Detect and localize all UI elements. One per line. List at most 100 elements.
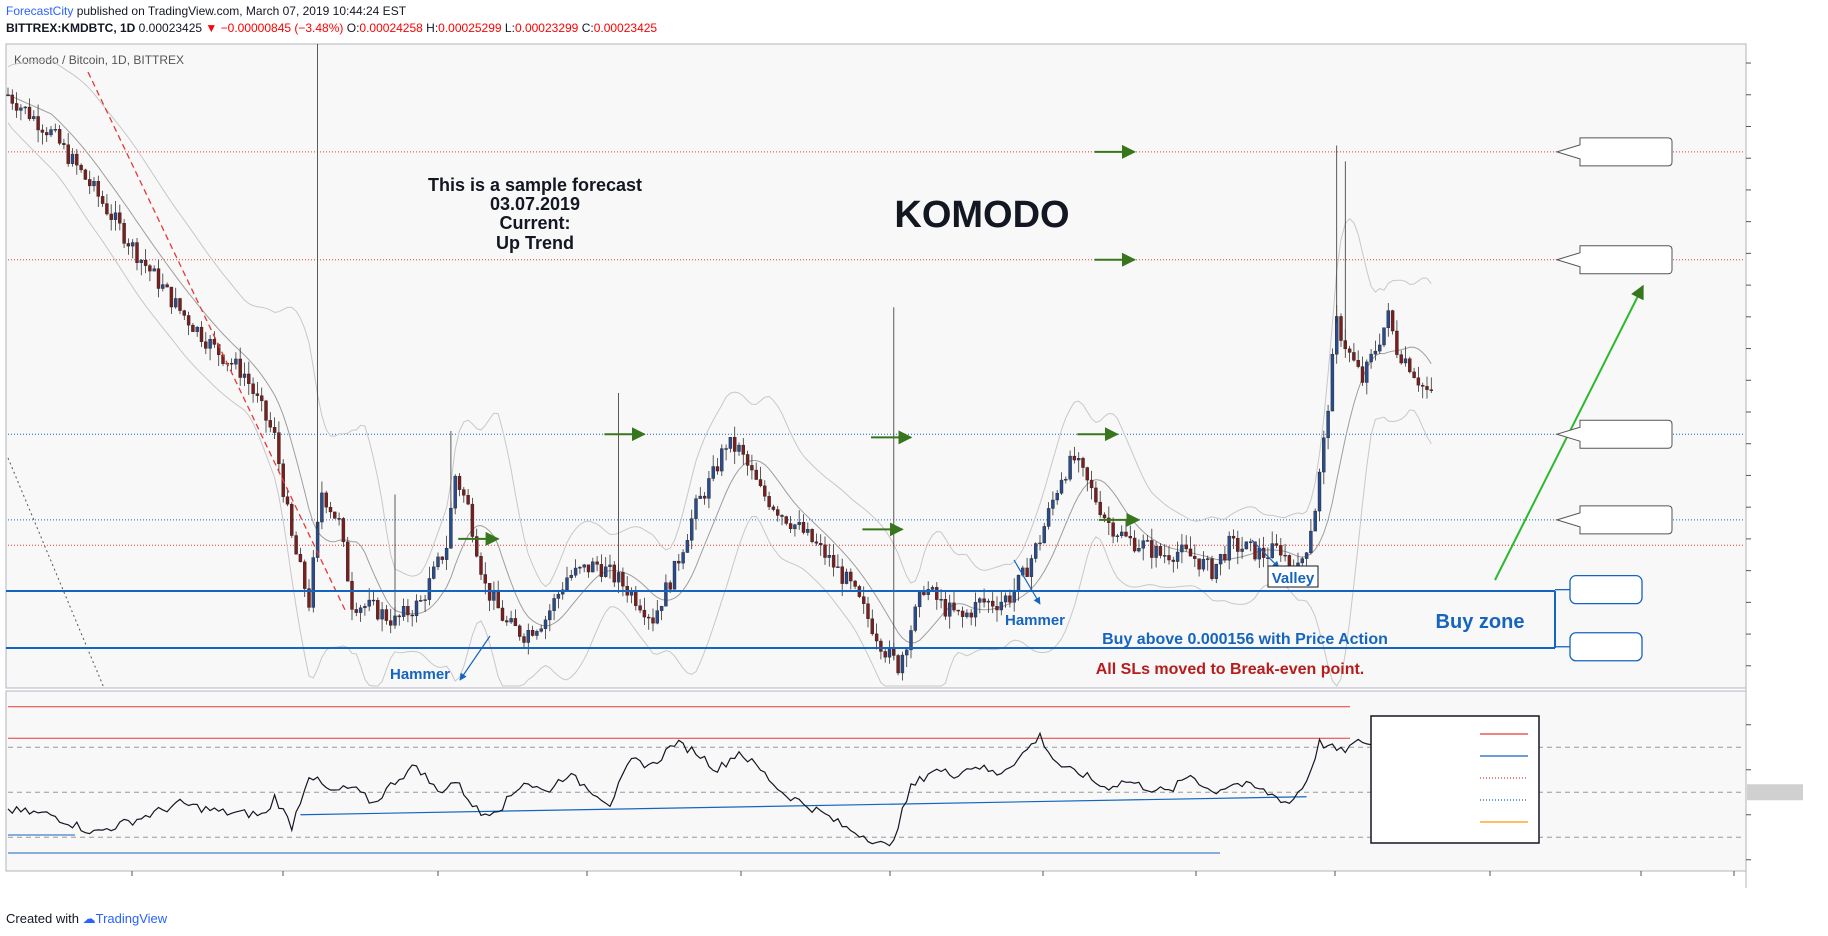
candle-body (986, 600, 991, 603)
candle-body (1180, 544, 1184, 553)
candle-body (866, 603, 870, 619)
candle-body (427, 578, 432, 600)
candle-body (36, 116, 40, 131)
candle-body (647, 616, 651, 619)
price-pane[interactable] (5, 43, 1747, 689)
candle-body (45, 132, 49, 136)
komodo-title: KOMODO (894, 194, 1069, 236)
publisher-link[interactable]: ForecastCity (6, 4, 74, 18)
candle-body (1283, 554, 1287, 557)
candle-body (737, 444, 741, 452)
candle-body (754, 469, 758, 480)
candle-body (793, 524, 797, 530)
ohlc-o-label: O: (346, 21, 360, 35)
valley-arrow (1251, 539, 1280, 569)
candle-body (1094, 487, 1098, 503)
candle-body (298, 554, 303, 563)
candle-body (109, 213, 113, 220)
candle-body (771, 506, 776, 510)
candle-body (948, 602, 952, 617)
candle-body (556, 593, 561, 599)
candle-body (599, 564, 604, 577)
candle-body (513, 618, 518, 627)
candle-body (685, 540, 690, 553)
candle-body (53, 129, 57, 131)
rsi-line (7, 731, 1432, 847)
candle-body (965, 612, 969, 617)
candle-body (552, 598, 556, 611)
candle-body (1132, 537, 1137, 552)
symbol-name: BITTREX:KMDBTC, 1D (6, 21, 136, 35)
candle-body (780, 515, 784, 517)
candle-body (272, 427, 277, 433)
candle-body (1270, 543, 1274, 558)
candle-body (87, 179, 92, 187)
candle-body (548, 610, 552, 621)
candle-body (260, 395, 264, 402)
candle-body (982, 598, 986, 603)
candle-body (1145, 540, 1150, 542)
candle-body (1072, 455, 1077, 461)
ohlc-o: 0.00024258 (359, 21, 423, 35)
middle-band (7, 94, 1432, 644)
candle-body (1218, 553, 1223, 565)
candle-body (1003, 595, 1008, 603)
candle-body (758, 479, 763, 487)
candle-body (423, 599, 427, 601)
candle-body (530, 630, 535, 636)
candle-body (307, 588, 311, 608)
candle-body (900, 654, 905, 674)
ohlc-h-label: H: (426, 21, 439, 35)
candle-body (457, 475, 462, 490)
candle-body (814, 541, 819, 544)
candle-body (453, 475, 457, 509)
price-axis[interactable] (1746, 62, 1751, 667)
candle-body (1154, 546, 1158, 558)
candle-body (1347, 348, 1352, 353)
candle-body (14, 103, 19, 111)
hammer-2-arrow (1013, 559, 1041, 605)
forecast-line-1: This is a sample forecast (428, 175, 642, 195)
candle-body (1352, 352, 1356, 361)
candle-body (819, 543, 823, 546)
candle-body (1395, 330, 1399, 355)
candle-body (1124, 531, 1128, 537)
candle-body (255, 393, 260, 396)
candle-body (505, 620, 509, 623)
candle-body (806, 528, 810, 533)
candle-body (1184, 544, 1188, 550)
candle-body (212, 339, 217, 345)
candle-body (432, 566, 436, 579)
candle-body (1119, 531, 1124, 536)
candle-body (1227, 535, 1231, 561)
candle-body (1386, 310, 1391, 328)
footer-tradingview-link[interactable]: TradingView (95, 911, 168, 926)
candle-body (952, 602, 956, 611)
candle-body (573, 567, 578, 576)
chart-title: Komodo / Bitcoin, 1D, BITTREX (14, 53, 184, 67)
callout-box (1569, 632, 1643, 662)
candle-body (728, 437, 733, 449)
candle-body (1279, 545, 1283, 556)
candle-body (1287, 555, 1292, 568)
candle-body (991, 600, 995, 607)
candle-body (161, 284, 165, 289)
candle-body (1369, 353, 1373, 363)
candle-body (83, 169, 88, 180)
candle-body (1339, 316, 1343, 341)
candle-body (406, 606, 410, 616)
candle-body (930, 587, 935, 590)
candle-body (389, 620, 393, 626)
candle-body (242, 373, 247, 378)
candle-body (1309, 530, 1313, 553)
forecast-line-4: Up Trend (496, 233, 574, 253)
candle-body (539, 628, 543, 632)
candle-body (1008, 595, 1012, 603)
candle-body (199, 326, 204, 342)
tradingview-logo-icon[interactable]: ☁ (82, 911, 96, 926)
candle-body (169, 286, 174, 308)
time-axis[interactable] (131, 871, 1735, 876)
candle-body (509, 618, 513, 623)
candle-body (1098, 501, 1102, 515)
